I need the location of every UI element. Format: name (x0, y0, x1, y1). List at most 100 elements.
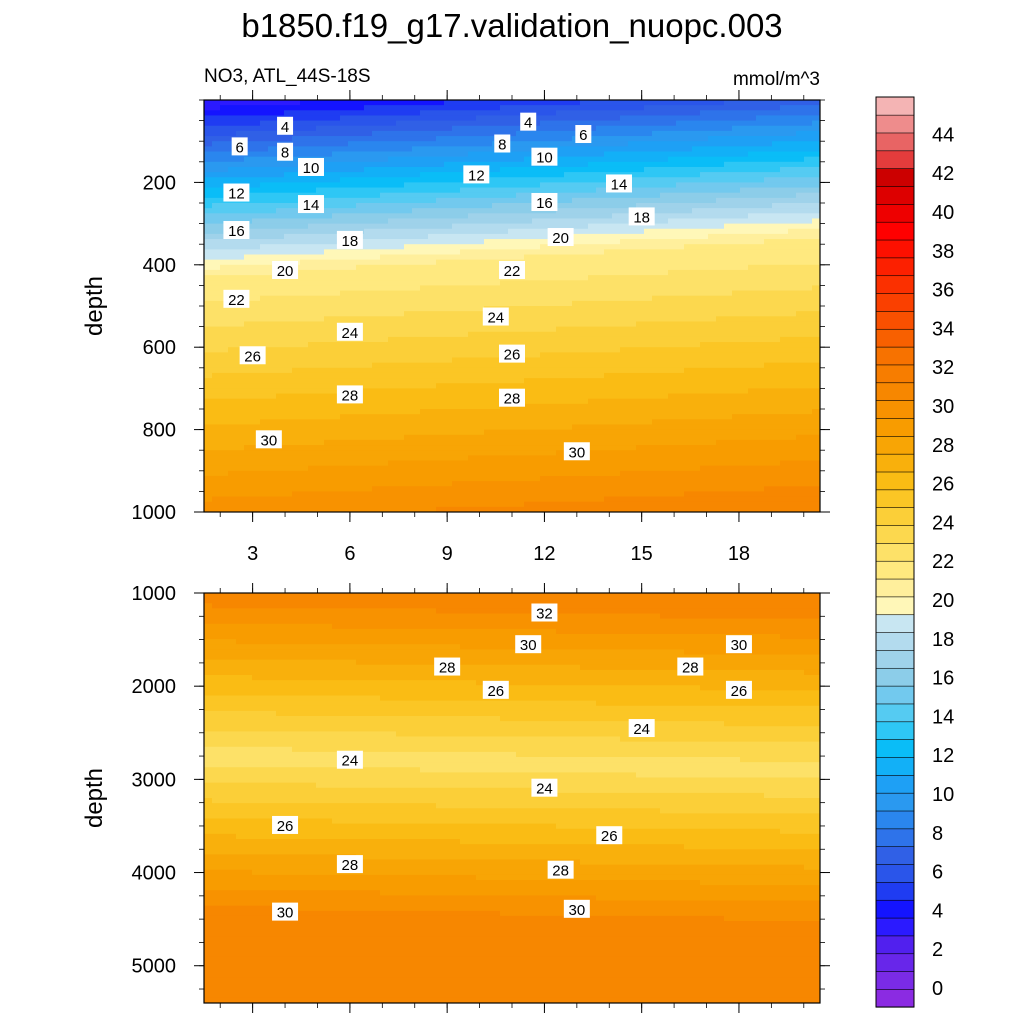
contour-fill-cell (628, 141, 637, 147)
contour-fill-cell (612, 414, 621, 420)
contour-fill-cell (332, 388, 341, 395)
contour-fill-cell (284, 192, 293, 199)
contour-fill-cell (292, 197, 301, 204)
contour-fill-cell (300, 486, 309, 492)
contour-fill-cell (516, 311, 525, 317)
contour-fill-cell (412, 481, 421, 487)
contour-fill-cell (564, 306, 573, 312)
contour-fill-cell (396, 136, 405, 142)
contour-fill-cell (372, 264, 381, 271)
contour-fill-cell (268, 306, 277, 312)
contour-fill-cell (372, 362, 381, 369)
contour-fill-cell (484, 233, 493, 240)
contour-fill-cell (228, 347, 237, 353)
contour-fill-cell (524, 429, 533, 436)
contour-fill-cell (660, 388, 669, 395)
contour-fill-cell (268, 197, 277, 204)
contour-fill-cell (556, 275, 565, 281)
contour-fill-cell (204, 172, 213, 178)
contour-fill-cell (484, 244, 493, 250)
contour-fill-cell (356, 342, 365, 348)
contour-fill-cell (524, 316, 533, 323)
contour-fill-cell (460, 439, 469, 446)
contour-fill-cell (668, 475, 677, 482)
contour-fill-cell (588, 481, 597, 487)
contour-fill-cell (444, 141, 453, 147)
contour-fill-cell (684, 409, 693, 415)
contour-fill-cell (652, 136, 661, 142)
contour-fill-cell (596, 326, 605, 333)
contour-fill-cell (476, 378, 485, 384)
contour-fill-cell (436, 470, 445, 477)
contour-fill-cell (276, 470, 285, 477)
contour-fill-cell (644, 120, 653, 127)
contour-fill-cell (388, 120, 397, 127)
contour-fill-cell (268, 213, 277, 220)
contour-fill-cell (532, 290, 541, 297)
contour-fill-cell (476, 213, 485, 220)
contour-fill-cell (428, 311, 437, 317)
contour-fill-cell (540, 228, 549, 235)
contour-fill-cell (468, 239, 477, 245)
contour-fill-cell (492, 403, 501, 410)
contour-fill-cell (428, 197, 437, 204)
contour-fill-cell (580, 218, 589, 225)
contour-fill-cell (460, 475, 469, 482)
contour-fill-cell (684, 280, 693, 286)
contour-fill-cell (212, 187, 221, 194)
contour-fill-cell (380, 254, 389, 261)
contour-fill-cell (660, 130, 669, 137)
contour-fill-cell (572, 357, 581, 364)
contour-fill-cell (692, 177, 701, 183)
contour-fill-cell (212, 223, 221, 230)
contour-fill-cell (228, 311, 237, 317)
contour-fill-cell (612, 367, 621, 374)
contour-fill-cell (508, 228, 517, 235)
contour-fill-cell (356, 182, 365, 189)
contour-fill-cell (348, 470, 357, 477)
contour-fill-cell (524, 393, 533, 400)
contour-fill-cell (540, 378, 549, 384)
contour-fill-cell (428, 429, 437, 436)
contour-fill-cell (588, 239, 597, 245)
contour-fill-cell (348, 439, 357, 446)
contour-fill-cell (468, 491, 477, 498)
contour-fill-cell (596, 419, 605, 426)
contour-fill-cell (652, 460, 661, 467)
contour-fill-cell (636, 378, 645, 384)
contour-fill-cell (356, 161, 365, 168)
contour-fill-cell (420, 269, 429, 276)
contour-fill-cell (292, 372, 301, 379)
contour-fill-cell (420, 506, 429, 512)
contour-fill-cell (596, 331, 605, 338)
contour-fill-cell (244, 316, 253, 323)
contour-fill-cell (556, 465, 565, 472)
contour-fill-cell (588, 362, 597, 369)
contour-fill-cell (580, 383, 589, 389)
contour-fill-cell (236, 409, 245, 415)
contour-fill-cell (340, 306, 349, 312)
contour-fill-cell (324, 172, 333, 178)
contour-fill-cell (652, 455, 661, 462)
contour-fill-cell (340, 352, 349, 359)
contour-fill-cell (332, 409, 341, 415)
contour-fill-cell (276, 208, 285, 214)
contour-fill-cell (348, 208, 357, 214)
contour-fill-cell (236, 100, 245, 106)
contour-fill-cell (236, 316, 245, 323)
contour-fill-cell (228, 249, 237, 256)
contour-fill-cell (620, 403, 629, 410)
contour-fill-cell (292, 336, 301, 343)
contour-fill-cell (308, 182, 317, 189)
contour-fill-cell (620, 372, 629, 379)
contour-fill-cell (652, 465, 661, 472)
contour-fill-cell (516, 177, 525, 183)
contour-fill-cell (660, 316, 669, 323)
contour-fill-cell (252, 105, 261, 111)
contour-fill-cell (388, 429, 397, 436)
contour-fill-cell (436, 130, 445, 137)
contour-fill-cell (644, 506, 653, 512)
contour-fill-cell (444, 393, 453, 400)
contour-fill-cell (556, 347, 565, 353)
contour-fill-cell (260, 269, 269, 276)
